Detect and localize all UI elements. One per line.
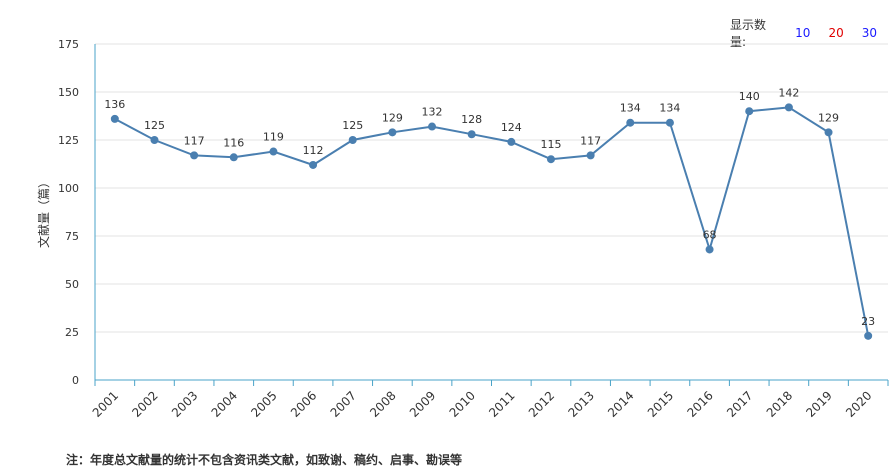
y-tick-label: 100 — [58, 182, 79, 195]
data-point — [467, 130, 476, 139]
x-tick-label: 2018 — [764, 388, 795, 419]
data-label: 134 — [620, 102, 641, 115]
data-point — [864, 331, 873, 340]
data-label: 119 — [263, 131, 284, 144]
data-point — [190, 151, 199, 160]
x-tick-label: 2014 — [605, 388, 636, 419]
data-label: 129 — [382, 111, 403, 124]
line-chart: 0 25 50 75 100 125 150 175 2001 2002 2003 2004 2005… — [36, 38, 889, 420]
data-labels: 136 125 117 116 119 112 125 129 132 128 124 115 117 1… — [104, 86, 875, 327]
x-tick-label: 2008 — [367, 388, 398, 419]
data-point — [150, 136, 159, 144]
data-point — [626, 118, 635, 127]
x-tick-label: 2010 — [447, 388, 478, 419]
x-tick-label: 2006 — [288, 388, 319, 419]
data-point — [428, 122, 437, 131]
x-tick-label: 2007 — [328, 388, 359, 419]
data-point — [269, 147, 278, 156]
data-point — [229, 153, 238, 162]
data-label: 23 — [861, 315, 875, 328]
data-label: 68 — [703, 228, 717, 241]
display-count-option-30[interactable]: 30 — [861, 26, 877, 40]
data-point — [110, 114, 119, 123]
x-tick-label: 2012 — [526, 388, 557, 419]
y-tick-label: 0 — [72, 374, 79, 387]
x-tick-label: 2016 — [684, 388, 715, 419]
data-label: 112 — [303, 144, 324, 157]
data-label: 117 — [580, 134, 601, 147]
data-label: 124 — [501, 121, 522, 134]
data-label: 134 — [659, 102, 680, 115]
x-tick-label: 2019 — [803, 388, 834, 419]
data-point — [388, 128, 397, 137]
data-label: 116 — [223, 136, 244, 149]
y-tick-label: 50 — [65, 278, 79, 291]
data-point — [309, 160, 318, 169]
data-point — [705, 245, 714, 254]
data-label: 125 — [144, 119, 165, 132]
x-tick-label: 2001 — [90, 388, 121, 419]
data-label: 140 — [739, 90, 760, 103]
y-axis-title: 文献量（篇） — [36, 176, 51, 248]
data-label: 115 — [540, 138, 561, 151]
y-tick-label: 75 — [65, 230, 79, 243]
display-count-selector: 显示数量: 10 20 30 — [730, 16, 895, 50]
y-tick-label: 175 — [58, 38, 79, 51]
y-tick-label: 125 — [58, 134, 79, 147]
x-tick-label: 2002 — [129, 388, 160, 419]
data-point — [586, 151, 595, 160]
data-label: 117 — [184, 134, 205, 147]
data-points — [110, 103, 873, 340]
y-axis-ticks: 0 25 50 75 100 125 150 175 — [58, 38, 79, 387]
x-tick-label: 2013 — [565, 388, 596, 419]
x-tick-label: 2005 — [248, 388, 279, 419]
display-count-label: 显示数量: — [730, 18, 767, 49]
display-count-option-20[interactable]: 20 — [828, 26, 844, 40]
data-point — [784, 103, 793, 112]
x-tick-label: 2003 — [169, 388, 200, 419]
data-label: 129 — [818, 111, 839, 124]
series-line — [114, 106, 870, 336]
data-label: 142 — [778, 86, 799, 99]
data-point — [745, 107, 754, 116]
data-point — [824, 128, 833, 137]
data-point — [546, 155, 555, 164]
data-point — [507, 137, 516, 146]
x-tick-label: 2009 — [407, 388, 438, 419]
display-count-option-10[interactable]: 10 — [795, 26, 811, 40]
x-tick-label: 2004 — [209, 388, 240, 419]
data-label: 136 — [104, 98, 125, 111]
data-label: 128 — [461, 113, 482, 126]
grid-lines — [95, 43, 888, 333]
data-point — [348, 136, 357, 144]
y-tick-label: 150 — [58, 86, 79, 99]
data-label: 125 — [342, 119, 363, 132]
y-tick-label: 25 — [65, 326, 79, 339]
data-point — [665, 118, 674, 127]
x-tick-label: 2020 — [843, 388, 874, 419]
x-axis-ticks: 2001 2002 2003 2004 2005 2006 2007 2008 2009 2010… — [90, 380, 889, 420]
x-tick-label: 2011 — [486, 388, 517, 419]
x-tick-label: 2017 — [724, 388, 755, 419]
x-tick-label: 2015 — [645, 388, 676, 419]
data-label: 132 — [422, 106, 443, 119]
footnote: 注：年度总文献量的统计不包含资讯类文献，如致谢、稿约、启事、勘误等 — [66, 453, 463, 467]
